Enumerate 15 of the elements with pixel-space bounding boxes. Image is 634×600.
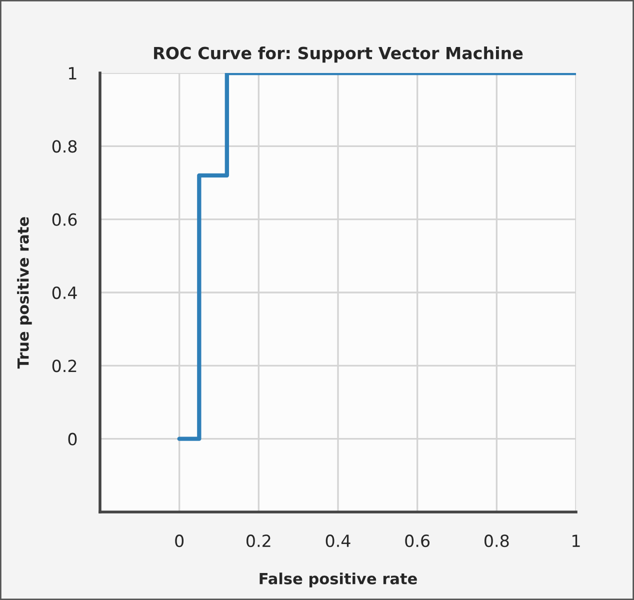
y-tick-label: 1 [69,67,76,80]
x-tick-label: 0.6 [405,534,430,548]
x-tick-label: 0.4 [326,534,350,548]
x-tick-label: 1 [572,534,580,547]
x-axis-title: False positive rate [260,572,417,588]
y-tick-label: 0.8 [52,140,77,153]
y-tick-label: 0.6 [52,213,77,226]
y-tick-label: 0.4 [52,286,77,300]
x-tick-label: 0 [175,534,184,548]
y-tick-label: 0 [68,432,77,446]
y-tick-label: 0.2 [52,360,76,372]
x-tick-label: 0.2 [246,534,270,548]
y-axis-title: True positive rate [17,217,32,369]
x-tick-label: 0.8 [484,534,509,548]
chart-title: ROC Curve for: Support Vector Machine [154,46,523,63]
